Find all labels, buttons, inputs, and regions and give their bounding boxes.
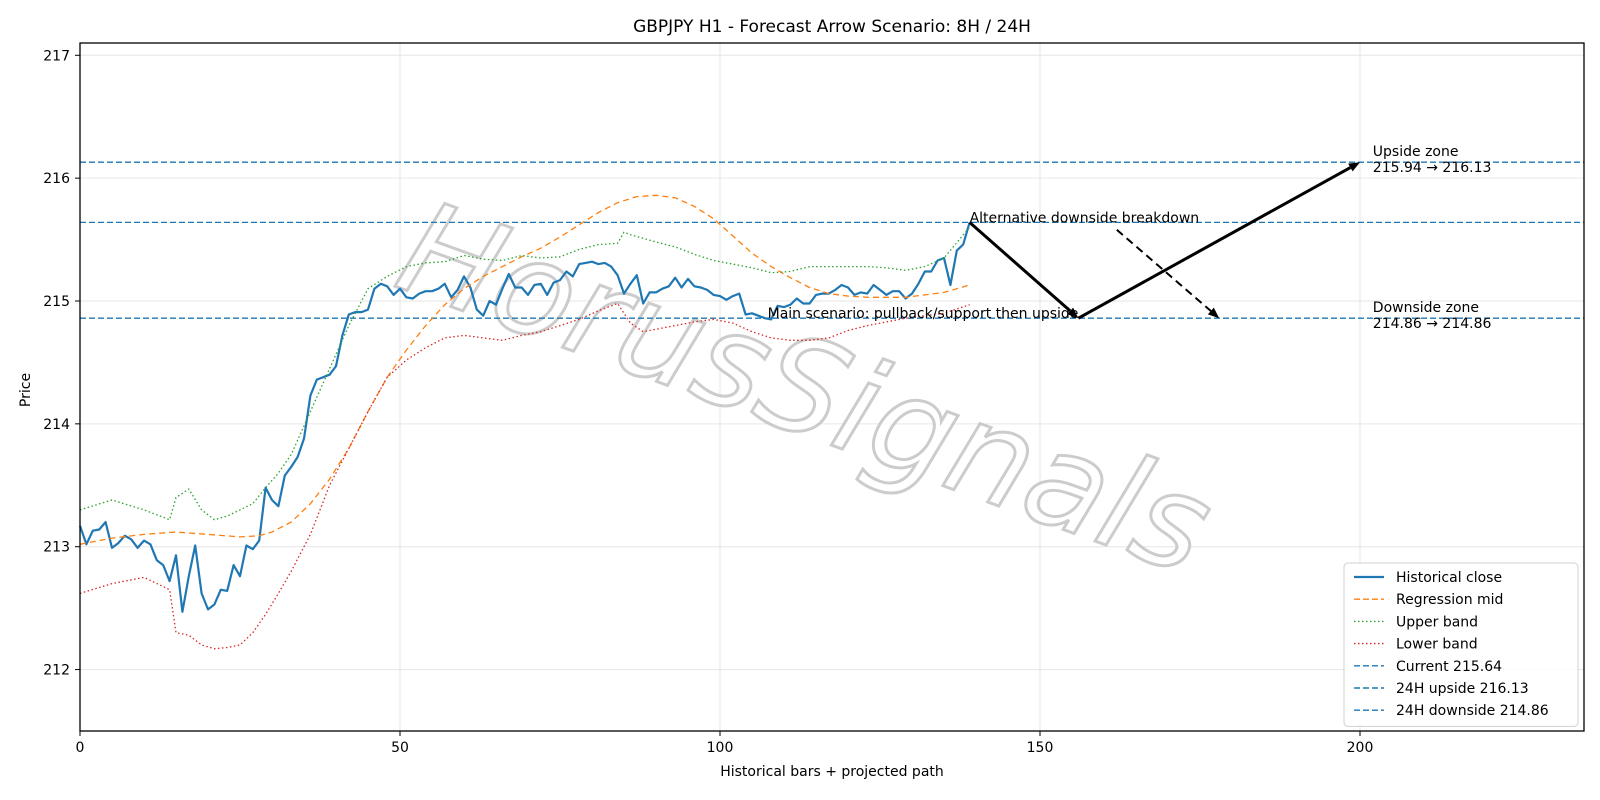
annotations: Alternative downside breakdown Main scena… — [768, 144, 1492, 332]
plot-frame — [79, 42, 1585, 732]
arrow-head — [1207, 307, 1220, 319]
annotation-text: Upside zone — [1373, 144, 1459, 160]
series-lines — [78, 194, 971, 650]
legend-label: Lower band — [1396, 637, 1478, 653]
series-line — [78, 222, 971, 613]
arrow-shaft — [968, 221, 1072, 313]
legend: Historical close Regression mid Upper band… — [1343, 562, 1579, 727]
x-tick-label: 150 — [1027, 740, 1054, 756]
annotation-text: 215.94 → 216.13 — [1373, 160, 1492, 176]
legend-label: Regression mid — [1396, 592, 1503, 608]
legend-label: 24H upside 216.13 — [1396, 681, 1529, 697]
legend-label: 24H downside 214.86 — [1396, 703, 1549, 719]
watermark: HorusSignals — [380, 170, 1232, 606]
y-tick-label: 216 — [43, 171, 70, 187]
series-line — [79, 302, 970, 650]
arrow-shaft — [1116, 228, 1212, 312]
legend-label: Historical close — [1396, 570, 1502, 586]
legend-box — [1343, 562, 1579, 727]
legend-label: Current 215.64 — [1396, 659, 1502, 675]
y-axis-label: Price — [18, 373, 34, 407]
y-tick-label: 215 — [43, 294, 70, 310]
series-line — [79, 194, 970, 545]
annotation-text: Alternative downside breakdown — [970, 210, 1200, 226]
x-tick-label: 100 — [707, 740, 734, 756]
chart-title: GBPJPY H1 - Forecast Arrow Scenario: 8H … — [633, 17, 1031, 37]
horizontal-levels — [80, 161, 1584, 319]
x-tick-label: 50 — [391, 740, 409, 756]
arrow-head — [1348, 162, 1360, 172]
x-axis-label: Historical bars + projected path — [720, 764, 944, 780]
x-tick-label: 0 — [76, 740, 85, 756]
annotation-text: Downside zone — [1373, 300, 1479, 316]
axis-ticks: 0 50 100 150 200 212 213 214 215 216 217 — [43, 48, 1373, 756]
legend-label: Upper band — [1396, 614, 1478, 630]
y-tick-label: 213 — [43, 540, 70, 556]
x-tick-label: 200 — [1347, 740, 1374, 756]
arrow-shaft — [1077, 166, 1352, 320]
y-tick-label: 217 — [43, 48, 70, 64]
series-line — [79, 226, 971, 521]
watermark-text: HorusSignals — [381, 171, 1230, 604]
y-tick-label: 212 — [43, 663, 70, 679]
y-tick-label: 214 — [43, 417, 70, 433]
annotation-text: 214.86 → 214.86 — [1373, 316, 1492, 332]
annotation-text: Main scenario: pullback/support then ups… — [768, 306, 1079, 322]
arrow-head — [1067, 307, 1079, 319]
forecast-arrows — [968, 162, 1360, 320]
